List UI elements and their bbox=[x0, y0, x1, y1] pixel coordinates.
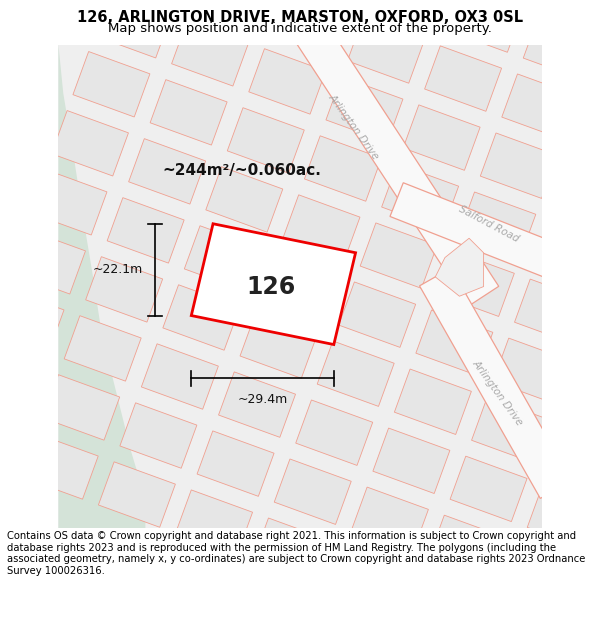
Polygon shape bbox=[43, 375, 119, 440]
Text: Arlington Drive: Arlington Drive bbox=[471, 358, 525, 428]
Text: 126: 126 bbox=[247, 274, 296, 299]
Polygon shape bbox=[240, 313, 317, 378]
Polygon shape bbox=[352, 487, 428, 552]
Polygon shape bbox=[484, 602, 561, 625]
Polygon shape bbox=[360, 223, 437, 288]
Polygon shape bbox=[527, 484, 600, 549]
Polygon shape bbox=[0, 288, 64, 353]
Polygon shape bbox=[304, 136, 382, 201]
Polygon shape bbox=[176, 490, 253, 556]
Polygon shape bbox=[98, 462, 175, 528]
Polygon shape bbox=[21, 434, 98, 499]
Polygon shape bbox=[197, 431, 274, 496]
Polygon shape bbox=[0, 406, 21, 471]
Polygon shape bbox=[382, 164, 458, 229]
Polygon shape bbox=[249, 49, 326, 114]
Polygon shape bbox=[107, 198, 184, 263]
Polygon shape bbox=[369, 0, 446, 24]
Polygon shape bbox=[184, 226, 262, 291]
Polygon shape bbox=[459, 192, 536, 258]
Polygon shape bbox=[481, 133, 557, 198]
Polygon shape bbox=[296, 400, 373, 466]
Polygon shape bbox=[253, 518, 330, 584]
Polygon shape bbox=[58, 45, 542, 528]
Polygon shape bbox=[0, 347, 43, 412]
Polygon shape bbox=[206, 167, 283, 232]
Polygon shape bbox=[142, 344, 218, 409]
Polygon shape bbox=[450, 456, 527, 522]
Text: ~22.1m: ~22.1m bbox=[93, 263, 143, 276]
Polygon shape bbox=[317, 341, 394, 406]
Text: Salford Road: Salford Road bbox=[457, 204, 520, 244]
Polygon shape bbox=[295, 21, 499, 306]
Polygon shape bbox=[515, 279, 592, 344]
Polygon shape bbox=[227, 107, 304, 173]
Polygon shape bbox=[502, 74, 579, 139]
Polygon shape bbox=[120, 402, 197, 468]
Polygon shape bbox=[326, 77, 403, 142]
Polygon shape bbox=[549, 425, 600, 491]
Polygon shape bbox=[163, 285, 240, 350]
Polygon shape bbox=[30, 169, 107, 235]
Polygon shape bbox=[338, 282, 416, 348]
Polygon shape bbox=[446, 0, 523, 52]
Text: ~244m²/~0.060ac.: ~244m²/~0.060ac. bbox=[163, 163, 322, 178]
Polygon shape bbox=[218, 372, 296, 438]
Polygon shape bbox=[8, 229, 85, 294]
Polygon shape bbox=[191, 224, 356, 344]
Text: Contains OS data © Crown copyright and database right 2021. This information is : Contains OS data © Crown copyright and d… bbox=[7, 531, 586, 576]
Polygon shape bbox=[506, 543, 583, 609]
Text: Map shows position and indicative extent of the property.: Map shows position and indicative extent… bbox=[108, 22, 492, 35]
Polygon shape bbox=[52, 111, 128, 176]
Polygon shape bbox=[394, 369, 472, 434]
Polygon shape bbox=[270, 0, 347, 55]
Polygon shape bbox=[73, 51, 150, 117]
Polygon shape bbox=[472, 397, 548, 462]
Polygon shape bbox=[64, 316, 141, 381]
Polygon shape bbox=[150, 79, 227, 145]
Polygon shape bbox=[419, 268, 572, 498]
Polygon shape bbox=[373, 428, 450, 494]
Polygon shape bbox=[347, 18, 424, 83]
Polygon shape bbox=[570, 366, 600, 432]
Polygon shape bbox=[425, 46, 502, 111]
Polygon shape bbox=[403, 105, 480, 171]
Polygon shape bbox=[58, 45, 145, 528]
Polygon shape bbox=[592, 308, 600, 372]
Polygon shape bbox=[416, 310, 493, 376]
Polygon shape bbox=[283, 195, 360, 260]
Polygon shape bbox=[579, 102, 600, 168]
Polygon shape bbox=[493, 338, 570, 404]
Polygon shape bbox=[193, 0, 270, 27]
Polygon shape bbox=[330, 546, 407, 611]
Text: Arlington Drive: Arlington Drive bbox=[326, 92, 380, 162]
Polygon shape bbox=[274, 459, 351, 524]
Polygon shape bbox=[407, 574, 484, 625]
Polygon shape bbox=[128, 139, 206, 204]
Polygon shape bbox=[536, 220, 600, 286]
Polygon shape bbox=[94, 0, 172, 58]
Polygon shape bbox=[437, 251, 514, 316]
Text: ~29.4m: ~29.4m bbox=[238, 393, 287, 406]
Polygon shape bbox=[523, 15, 600, 81]
Polygon shape bbox=[262, 254, 338, 319]
Polygon shape bbox=[557, 161, 600, 226]
Polygon shape bbox=[390, 182, 563, 279]
Text: 126, ARLINGTON DRIVE, MARSTON, OXFORD, OX3 0SL: 126, ARLINGTON DRIVE, MARSTON, OXFORD, O… bbox=[77, 10, 523, 25]
Polygon shape bbox=[86, 257, 163, 322]
Polygon shape bbox=[428, 515, 506, 581]
Polygon shape bbox=[435, 238, 484, 296]
Polygon shape bbox=[172, 21, 248, 86]
